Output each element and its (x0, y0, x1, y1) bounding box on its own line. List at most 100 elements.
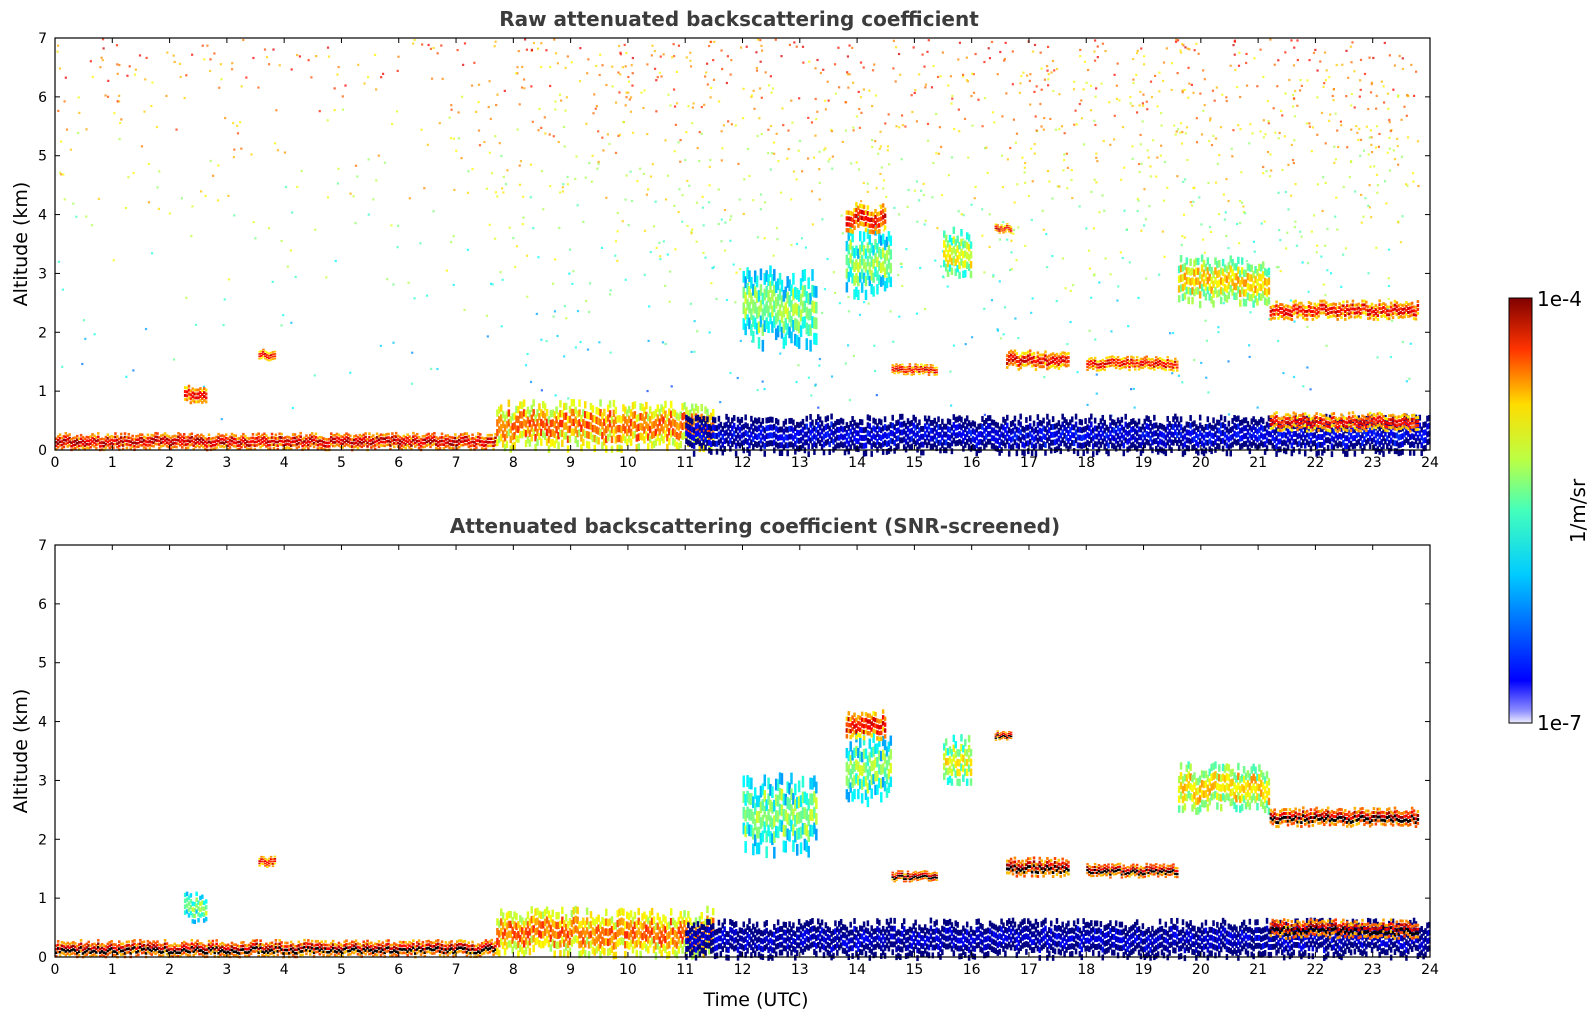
noise-speck (502, 175, 505, 179)
feature-cell (1401, 433, 1404, 440)
noise-speck (882, 187, 885, 190)
noise-speck (756, 389, 759, 392)
feature-cell (66, 445, 69, 448)
feature-cell (207, 440, 211, 444)
feature-cell (635, 444, 639, 452)
noise-speck (1192, 200, 1195, 203)
feature-cell (366, 438, 369, 441)
feature-cell (179, 436, 182, 440)
feature-cell (771, 432, 774, 439)
feature-cell (1099, 441, 1103, 448)
noise-speck (873, 369, 877, 373)
feature-cell (969, 430, 973, 436)
feature-cell (849, 428, 852, 435)
feature-cell (1395, 432, 1399, 439)
feature-cell (948, 419, 952, 426)
feature-cell (559, 409, 562, 418)
noise-speck (372, 198, 375, 201)
feature-cell (799, 429, 803, 436)
feature-cell (1153, 414, 1156, 421)
noise-speck (1370, 136, 1373, 139)
feature-cell (740, 440, 744, 447)
feature-cell (687, 439, 690, 446)
feature-cell (797, 437, 801, 444)
noise-speck (871, 104, 874, 108)
feature-cell (260, 352, 263, 355)
feature-cell (610, 445, 614, 453)
feature-cell (788, 326, 791, 339)
feature-cell (967, 443, 971, 450)
noise-speck (1329, 113, 1332, 116)
feature-cell (1298, 432, 1301, 439)
feature-cell (1258, 427, 1261, 433)
noise-speck (1299, 78, 1302, 82)
noise-speck (1024, 162, 1027, 165)
feature-cell (914, 416, 917, 423)
feature-cell (853, 207, 856, 213)
feature-cell (807, 427, 810, 434)
feature-cell (1170, 431, 1173, 438)
noise-speck (708, 331, 711, 334)
feature-cell (750, 323, 753, 336)
feature-cell (408, 435, 411, 439)
feature-cell (606, 424, 610, 432)
feature-cell (273, 350, 277, 353)
feature-cell (763, 273, 767, 285)
noise-speck (957, 210, 960, 213)
feature-cell (1120, 424, 1124, 431)
noise-speck (787, 129, 790, 132)
noise-speck (1158, 71, 1161, 74)
feature-cell (293, 436, 297, 440)
feature-cell (456, 447, 459, 450)
feature-cell (1021, 425, 1024, 432)
feature-cell (259, 445, 262, 449)
feature-cell (383, 437, 386, 441)
feature-cell (706, 416, 709, 423)
feature-cell (215, 439, 218, 442)
feature-cell (776, 278, 780, 291)
noise-speck (689, 65, 693, 68)
feature-cell (778, 304, 782, 317)
feature-cell (1078, 426, 1082, 433)
noise-speck (750, 95, 753, 99)
feature-cell (858, 426, 862, 433)
feature-cell (547, 416, 551, 424)
feature-cell (454, 436, 457, 440)
feature-cell (1319, 441, 1322, 448)
feature-cell (771, 289, 774, 302)
feature-cell (112, 446, 115, 449)
noise-speck (1051, 59, 1055, 63)
feature-cell (1303, 442, 1307, 449)
feature-cell (1311, 417, 1315, 423)
noise-speck (426, 143, 429, 146)
feature-cell (990, 435, 994, 442)
noise-speck (491, 172, 494, 175)
noise-speck (271, 280, 274, 283)
feature-cell (1036, 429, 1040, 436)
noise-speck (952, 344, 956, 347)
noise-speck (1217, 213, 1221, 216)
feature-cell (190, 443, 194, 446)
noise-speck (1073, 123, 1076, 126)
feature-cell (1298, 440, 1301, 447)
feature-cell (578, 409, 581, 417)
feature-cell (870, 256, 873, 267)
feature-cell (1355, 440, 1359, 447)
noise-speck (1262, 119, 1265, 122)
feature-cell (918, 443, 921, 449)
noise-speck (913, 189, 916, 192)
noise-speck (1061, 257, 1065, 260)
feature-cell (72, 436, 75, 440)
feature-cell (805, 306, 809, 319)
noise-speck (1270, 169, 1273, 172)
feature-cell (698, 440, 702, 447)
feature-cell (76, 445, 79, 449)
feature-cell (1101, 422, 1105, 429)
noise-speck (1350, 92, 1353, 96)
noise-speck (166, 51, 169, 54)
noise-speck (558, 226, 561, 229)
feature-cell (310, 435, 314, 439)
feature-cell (488, 440, 492, 444)
feature-cell (412, 435, 415, 439)
feature-cell (853, 213, 856, 219)
